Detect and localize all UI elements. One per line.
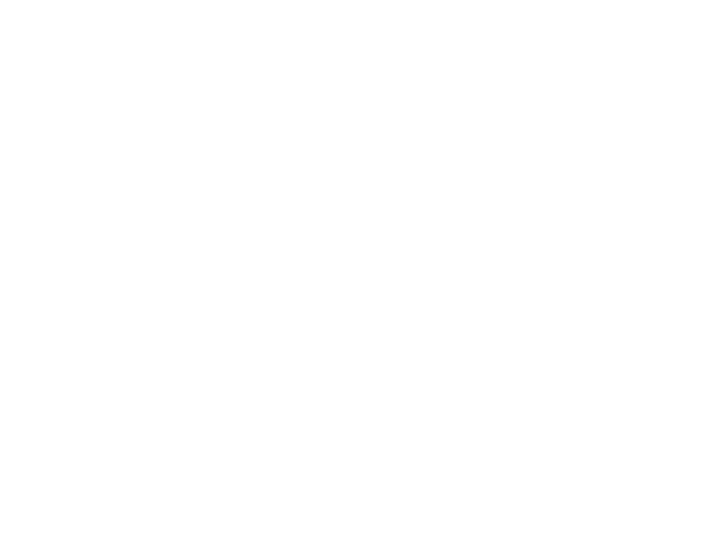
Bar bbox=[129, 395, 207, 427]
Text: Example 1:: Example 1: bbox=[118, 198, 213, 213]
Bar bbox=[207, 333, 330, 364]
Bar bbox=[129, 427, 207, 458]
Text: 4: 4 bbox=[163, 403, 174, 418]
Text: Geometric Mean for Ungrouped Data: Geometric Mean for Ungrouped Data bbox=[0, 94, 720, 128]
Text: Log(x): Log(x) bbox=[243, 310, 294, 325]
Bar bbox=[207, 427, 330, 458]
Text: 0.30103: 0.30103 bbox=[263, 342, 320, 355]
Bar bbox=[207, 395, 330, 427]
Bar bbox=[207, 364, 330, 395]
Text: Examples of Ungrouped Data:: Examples of Ungrouped Data: bbox=[118, 156, 374, 171]
Text: 2: 2 bbox=[163, 341, 174, 356]
Bar bbox=[129, 364, 207, 395]
Text: Marks obtained by 5 students, 2, 8, 4 (Alternative Method): Marks obtained by 5 students, 2, 8, 4 (A… bbox=[166, 198, 677, 213]
Text: 8: 8 bbox=[163, 372, 174, 387]
Bar bbox=[207, 302, 330, 333]
Bar bbox=[129, 302, 207, 333]
Text: Geometric Mean $= \bar{x}_G = Antilog\left[\dfrac{1}{n}\sum_{i=1}^{n}\log(x_i)\r: Geometric Mean $= \bar{x}_G = Antilog\le… bbox=[192, 244, 546, 291]
Text: Log(2)=: Log(2)= bbox=[200, 342, 263, 355]
Text: Marks (x): Marks (x) bbox=[129, 310, 207, 325]
Bar bbox=[129, 333, 207, 364]
